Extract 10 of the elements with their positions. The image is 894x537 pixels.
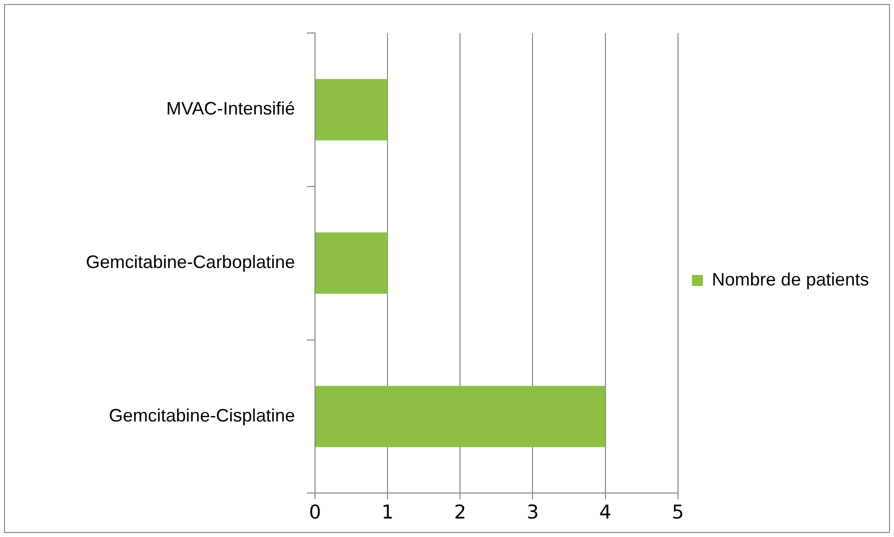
x-tick-label: 5 bbox=[672, 502, 684, 524]
legend-label: Nombre de patients bbox=[712, 269, 870, 290]
x-tick-label: 3 bbox=[526, 502, 539, 524]
y-tick-label: Gemcitabine-Cisplatine bbox=[108, 405, 295, 426]
x-tick-label: 4 bbox=[599, 502, 612, 524]
y-tick-label: Gemcitabine-Carboplatine bbox=[86, 252, 295, 272]
x-tick-label: 1 bbox=[382, 502, 394, 524]
x-tick-label: 2 bbox=[454, 502, 466, 524]
x-tick-label: 0 bbox=[308, 502, 322, 524]
y-tick-label: MVAC-Intensifié bbox=[166, 98, 295, 119]
